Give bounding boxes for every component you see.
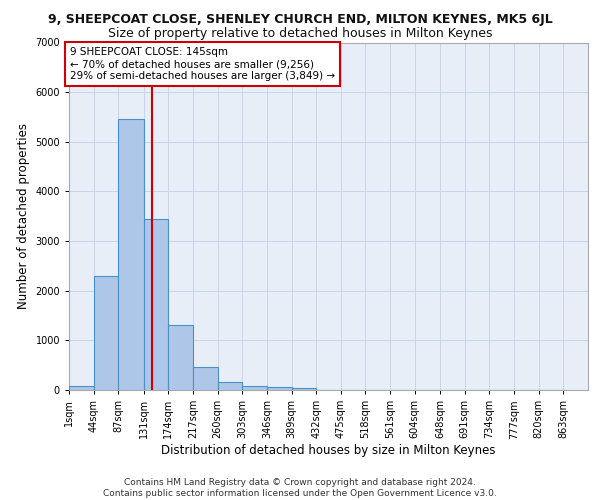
Text: 9, SHEEPCOAT CLOSE, SHENLEY CHURCH END, MILTON KEYNES, MK5 6JL: 9, SHEEPCOAT CLOSE, SHENLEY CHURCH END, … — [47, 12, 553, 26]
Bar — [242, 386, 267, 390]
X-axis label: Distribution of detached houses by size in Milton Keynes: Distribution of detached houses by size … — [161, 444, 496, 457]
Text: Size of property relative to detached houses in Milton Keynes: Size of property relative to detached ho… — [108, 28, 492, 40]
Bar — [143, 218, 168, 390]
Bar — [69, 386, 94, 390]
Bar — [168, 325, 193, 390]
Bar — [267, 387, 292, 390]
Y-axis label: Number of detached properties: Number of detached properties — [17, 123, 30, 309]
Bar — [193, 366, 218, 390]
Bar — [292, 388, 316, 390]
Bar — [118, 120, 143, 390]
Bar — [94, 276, 118, 390]
Text: Contains HM Land Registry data © Crown copyright and database right 2024.
Contai: Contains HM Land Registry data © Crown c… — [103, 478, 497, 498]
Text: 9 SHEEPCOAT CLOSE: 145sqm
← 70% of detached houses are smaller (9,256)
29% of se: 9 SHEEPCOAT CLOSE: 145sqm ← 70% of detac… — [70, 48, 335, 80]
Bar — [218, 382, 242, 390]
